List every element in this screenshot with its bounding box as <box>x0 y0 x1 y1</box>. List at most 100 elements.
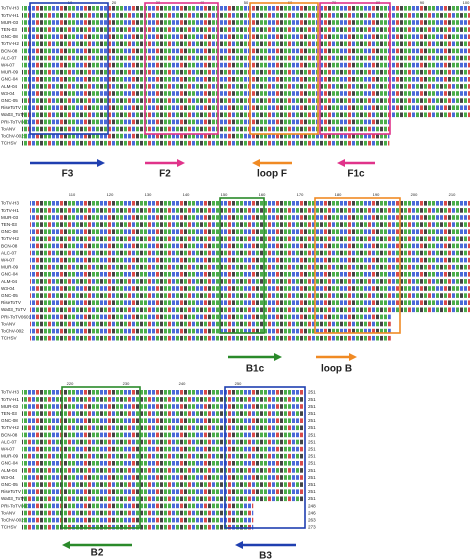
sequence-name: TCHSV <box>1 525 18 530</box>
ruler-number: 250 <box>235 381 242 386</box>
primer-box <box>219 197 265 334</box>
sequence-row <box>22 404 304 409</box>
sequence-row <box>22 482 304 487</box>
sequence-name: BCN-08 <box>1 243 18 248</box>
sequence-row <box>22 112 470 118</box>
sequence-row <box>22 13 470 18</box>
ruler-number: 200 <box>411 192 418 197</box>
end-number: 251 <box>308 454 316 459</box>
sequence-name: ToTV-H1 <box>1 13 19 18</box>
sequence-name: GNC-04 <box>1 461 18 466</box>
sequence-row <box>22 55 470 61</box>
sequence-row <box>22 439 304 445</box>
sequence-row <box>22 390 304 395</box>
arrow-head <box>177 159 185 167</box>
sequence-row <box>30 222 470 227</box>
sequence-row <box>22 475 304 480</box>
ruler-number: 90 <box>420 0 425 5</box>
primer-label: F2 <box>159 169 171 180</box>
primer-box <box>249 2 319 135</box>
sequence-name: ToTV-H2 <box>1 41 19 46</box>
sequence-name: TEN-03 <box>1 411 17 416</box>
sequence-name: MUR-03 <box>1 404 19 409</box>
sequence-name: MUR-09 <box>1 265 19 270</box>
sequence-name: GNC-05 <box>1 98 18 103</box>
ruler-number: 130 <box>145 192 152 197</box>
arrow-head <box>349 353 357 361</box>
sequence-row <box>22 418 304 423</box>
primer-box <box>314 197 401 334</box>
sequence-row <box>22 41 470 47</box>
ruler-number: 180 <box>335 192 342 197</box>
sequence-row <box>22 432 304 438</box>
sequence-row <box>22 126 390 132</box>
arrow-head <box>235 541 243 549</box>
ruler-number: 160 <box>259 192 266 197</box>
primer-label: B2 <box>91 548 104 559</box>
sequence-name: BCN-08 <box>1 432 18 437</box>
sequence-name: W3-04 <box>1 475 15 480</box>
sequence-row <box>22 461 304 466</box>
primer-box <box>61 386 141 529</box>
sequence-name: ToChV-002 <box>1 134 24 139</box>
sequence-name: RiseToTV <box>1 300 22 305</box>
sequence-row <box>22 69 470 75</box>
arrow-head <box>337 159 345 167</box>
sequence-name: PRI-ToTV0601 <box>1 119 32 124</box>
sequence-name: ToTV-H2 <box>1 425 19 430</box>
ruler-number: 240 <box>179 381 186 386</box>
sequence-row <box>22 48 470 54</box>
sequence-name: W4-07 <box>1 63 15 68</box>
sequence-name: Wa03_ToTV <box>1 112 27 117</box>
end-number: 251 <box>308 432 316 437</box>
sequence-row <box>22 397 304 402</box>
sequence-name: TCHSV <box>1 336 18 341</box>
sequence-row <box>22 425 304 431</box>
arrow-head <box>62 541 70 549</box>
end-number: 251 <box>308 397 316 402</box>
end-number: 251 <box>308 418 316 423</box>
sequence-name: ALC-07 <box>1 250 17 255</box>
sequence-row <box>30 243 470 249</box>
sequence-name: Wa03_ToTV <box>1 307 27 312</box>
sequence-row <box>30 335 391 341</box>
sequence-name: MUR-03 <box>1 20 19 25</box>
end-number: 251 <box>308 404 316 409</box>
sequence-row <box>30 300 470 305</box>
sequence-row <box>30 201 470 206</box>
sequence-row <box>22 62 470 68</box>
sequence-name: W3-04 <box>1 91 15 96</box>
sequence-name: W3-04 <box>1 286 15 291</box>
sequence-name: ToChV-002 <box>1 518 24 523</box>
sequence-row <box>22 119 390 125</box>
sequence-row <box>30 279 470 284</box>
sequence-row <box>22 468 304 473</box>
sequence-row <box>22 446 304 452</box>
sequence-name: GNC-04 <box>1 77 18 82</box>
primer-box <box>144 2 219 135</box>
sequence-row <box>22 98 470 103</box>
sequence-name: ALM-04 <box>1 279 18 284</box>
sequence-name: GNC-05 <box>1 293 18 298</box>
sequence-name: Wa03_ToTV <box>1 496 27 501</box>
sequence-name: ToTV-H3 <box>1 390 19 395</box>
sequence-row <box>30 293 470 298</box>
primer-label: B1c <box>246 364 265 375</box>
primer-box <box>224 386 306 529</box>
primer-label: B3 <box>259 551 272 559</box>
sequence-row <box>22 84 470 89</box>
sequence-row <box>22 489 304 494</box>
sequence-row <box>22 503 254 509</box>
sequence-name: ToANV <box>1 126 16 131</box>
sequence-name: PRI-ToTV0601 <box>1 314 32 319</box>
sequence-name: ToChV-002 <box>1 329 24 334</box>
sequence-row <box>30 328 391 334</box>
sequence-row <box>30 215 470 220</box>
end-number: 251 <box>308 496 316 501</box>
end-number: 251 <box>308 447 316 452</box>
sequence-row <box>22 34 470 39</box>
primer-label: loop B <box>321 364 352 375</box>
sequence-row <box>22 20 470 25</box>
sequence-name: TEN-03 <box>1 27 17 32</box>
